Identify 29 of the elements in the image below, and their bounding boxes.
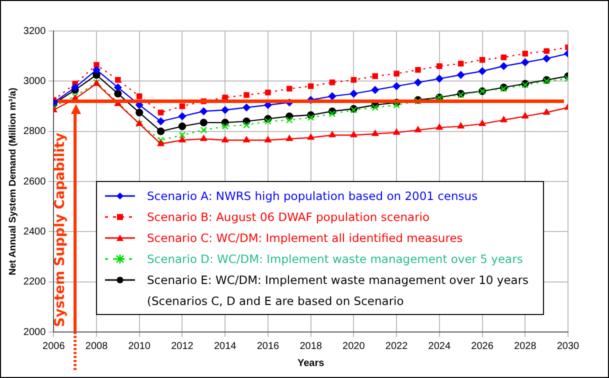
x-tick-label: 2028 bbox=[514, 340, 537, 352]
x-tick-label: 2008 bbox=[85, 340, 108, 352]
legend-label: Scenario B: August 06 DWAF population scenario bbox=[147, 210, 430, 224]
legend-label: Scenario C: WC/DM: Implement all identified measures bbox=[147, 230, 463, 244]
annotation: (Scenarios C, D and E are based on Scenario bbox=[146, 292, 405, 310]
x-tick-label: 2012 bbox=[171, 340, 194, 352]
legend-label: Scenario D: WC/DM: Implement waste management over 5 years bbox=[147, 252, 523, 266]
y-tick-label: 3000 bbox=[23, 76, 46, 87]
ref-line-label: System Supply Capability bbox=[52, 132, 68, 327]
y-axis-title: Net Annual System Demand (Million m³/a) bbox=[7, 88, 18, 276]
y-tick-label: 2800 bbox=[23, 126, 46, 138]
x-tick-label: 2020 bbox=[342, 340, 366, 352]
x-tick-label: 2018 bbox=[300, 340, 322, 352]
x-tick-label: 2014 bbox=[214, 340, 237, 352]
y-tick-label: 3200 bbox=[23, 26, 46, 37]
x-tick-label: 2030 bbox=[556, 340, 580, 352]
legend-label: Scenario A: NWRS high population based on 2001 census bbox=[147, 188, 478, 202]
x-tick-label: 2026 bbox=[471, 340, 494, 352]
x-tick-label: 2010 bbox=[128, 340, 151, 352]
x-tick-label: 2006 bbox=[42, 340, 66, 352]
x-axis-title: Years bbox=[297, 358, 325, 369]
legend-label: Scenario E: WC/DM: Implement waste management over 10 years bbox=[147, 272, 529, 286]
y-tick-label: 2600 bbox=[23, 176, 46, 188]
y-tick-label: 2000 bbox=[23, 326, 46, 338]
x-tick-label: 2024 bbox=[428, 340, 451, 352]
y-tick-label: 2200 bbox=[23, 276, 46, 288]
x-tick-label: 2016 bbox=[256, 340, 280, 352]
y-tick-label: 2400 bbox=[23, 226, 46, 238]
x-tick-label: 2022 bbox=[385, 340, 408, 352]
